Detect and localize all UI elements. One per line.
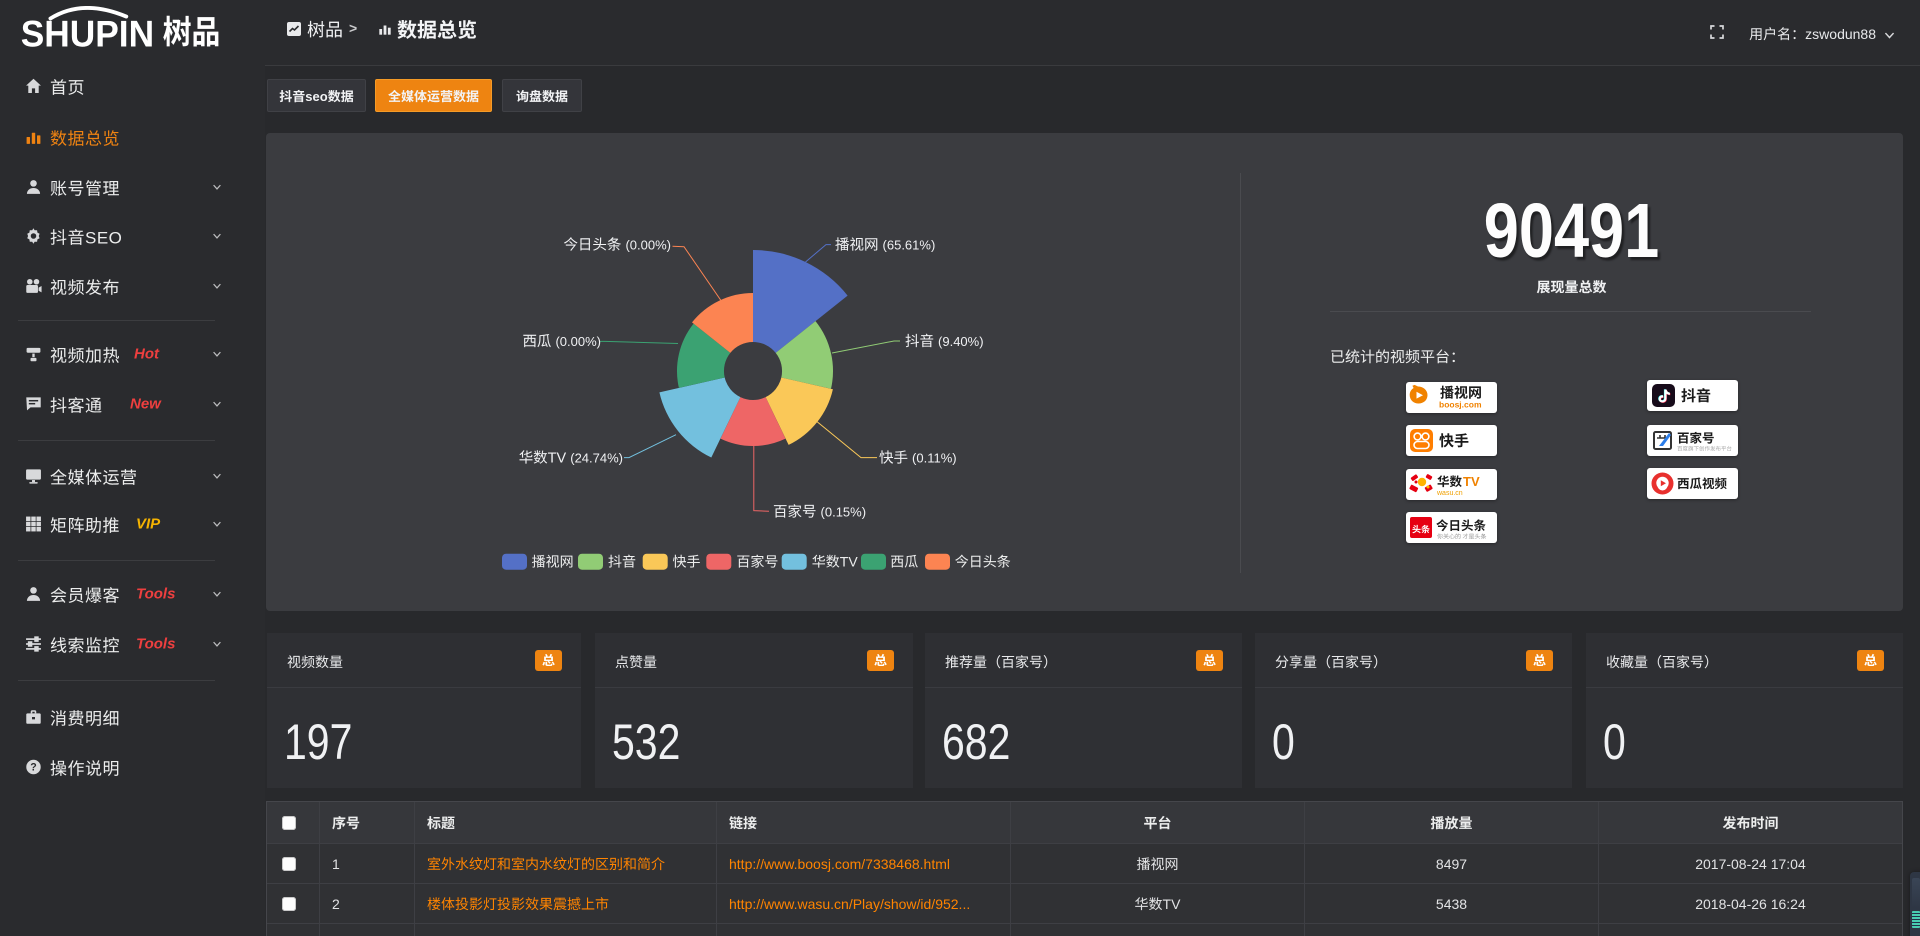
svg-text:TV: TV — [1463, 474, 1480, 489]
svg-text:百家号: 百家号 — [1677, 428, 1715, 447]
svg-text:快手: 快手 — [1439, 430, 1469, 451]
svg-text:华数: 华数 — [1437, 471, 1463, 490]
svg-text:快手: 快手 — [673, 554, 701, 570]
svg-text:今日头条 (0.00%): 今日头条 (0.00%) — [563, 237, 671, 254]
svg-text:播视网 (65.61%): 播视网 (65.61%) — [835, 237, 935, 254]
svg-text:wasu.cn: wasu.cn — [1436, 490, 1463, 497]
svg-text:今日头条: 今日头条 — [1436, 515, 1487, 534]
svg-text:百度旗下创作发布平台: 百度旗下创作发布平台 — [1677, 445, 1733, 453]
svg-text:西瓜视频: 西瓜视频 — [1677, 473, 1728, 492]
svg-text:抖音: 抖音 — [1681, 385, 1711, 406]
svg-text:西瓜 (0.00%): 西瓜 (0.00%) — [522, 334, 601, 350]
svg-text:今日头条: 今日头条 — [955, 554, 1011, 570]
svg-text:播视网: 播视网 — [1440, 383, 1482, 403]
svg-text:百家号: 百家号 — [736, 554, 778, 570]
svg-text:百家号 (0.15%): 百家号 (0.15%) — [773, 504, 866, 521]
svg-text:你关心的 才是头条: 你关心的 才是头条 — [1437, 531, 1487, 540]
svg-text:播视网: 播视网 — [532, 554, 574, 570]
svg-text:?: ? — [30, 762, 36, 774]
svg-text:抖音: 抖音 — [608, 554, 636, 570]
svg-text:树品: 树品 — [163, 6, 221, 53]
svg-text:SHUPIN: SHUPIN — [21, 12, 154, 54]
svg-text:boosj.com: boosj.com — [1439, 400, 1482, 410]
svg-text:西瓜: 西瓜 — [890, 554, 918, 570]
svg-text:快手 (0.11%): 快手 (0.11%) — [879, 450, 957, 467]
svg-text:头条: 头条 — [1412, 522, 1430, 535]
svg-text:华数TV: 华数TV — [812, 554, 859, 570]
svg-text:抖音 (9.40%): 抖音 (9.40%) — [905, 333, 984, 350]
svg-text:华数TV (24.74%): 华数TV (24.74%) — [519, 450, 623, 467]
